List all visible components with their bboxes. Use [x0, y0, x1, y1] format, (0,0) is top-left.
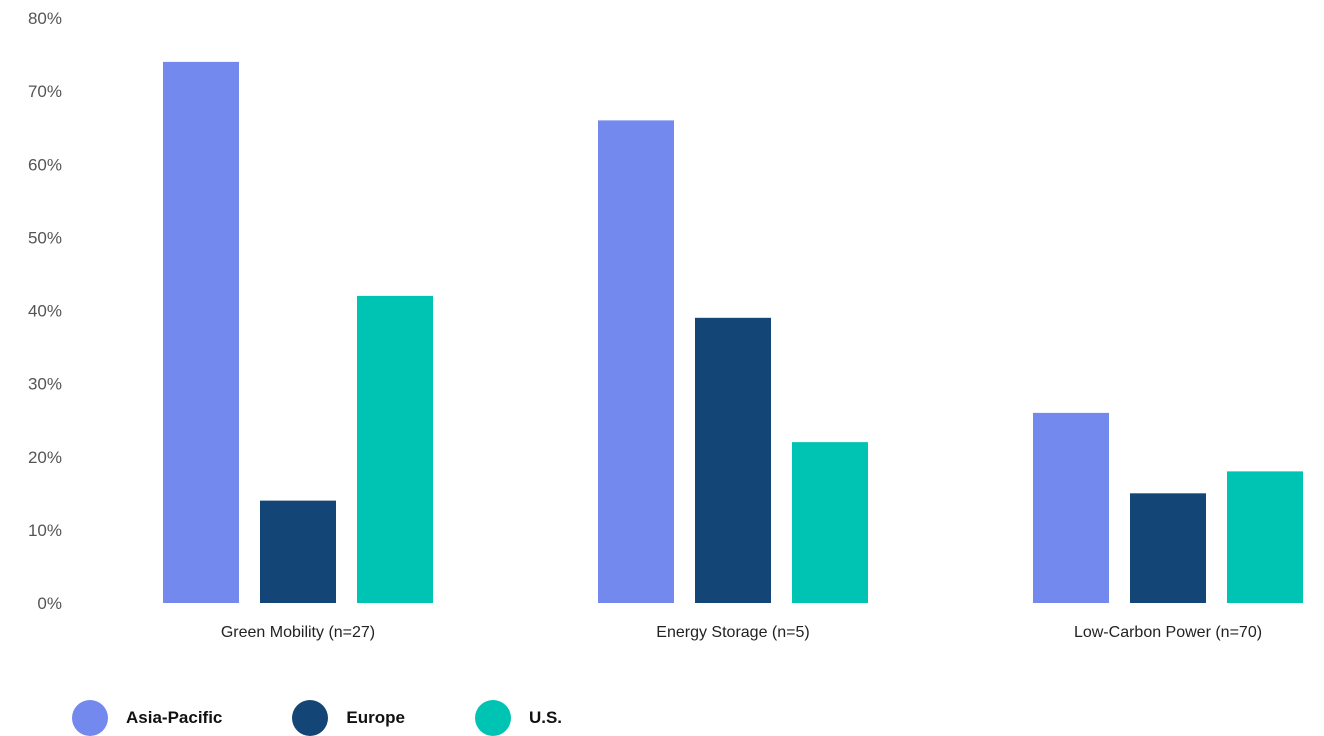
bar-europe-1 [260, 500, 336, 603]
legend-swatch-us [474, 700, 511, 736]
y-tick-label: 50% [28, 228, 62, 247]
legend-swatch-asia-pacific [72, 700, 108, 736]
legend-label: Europe [346, 708, 405, 727]
bars [163, 61, 1303, 603]
bar-u-s-3 [1227, 471, 1303, 603]
y-tick-label: 60% [28, 155, 62, 174]
bar-asia-pacific-3 [1033, 412, 1109, 603]
bar-u-s-1 [357, 295, 433, 603]
y-tick-label: 70% [28, 82, 62, 101]
x-axis: Green Mobility (n=27) Energy Storage (n=5… [221, 624, 1262, 641]
y-tick-label: 10% [28, 521, 62, 540]
y-tick-label: 80% [28, 9, 62, 28]
y-axis: 0% 10% 20% 30% 40% 50% 60% 70% 80% [28, 9, 62, 613]
x-tick-label: Green Mobility (n=27) [221, 624, 375, 641]
legend: Asia-Pacific Europe U.S. [72, 700, 622, 736]
x-tick-label: Low-Carbon Power (n=70) [1074, 624, 1262, 641]
legend-label: Asia-Pacific [126, 708, 223, 727]
x-tick-label: Energy Storage (n=5) [656, 624, 809, 641]
bar-u-s-2 [792, 442, 868, 603]
bar-asia-pacific-2 [598, 120, 674, 603]
y-tick-label: 20% [28, 448, 62, 467]
legend-swatch-europe [292, 700, 329, 736]
bar-chart: 0% 10% 20% 30% 40% 50% 60% 70% 80% Green Mobilit… [28, 9, 1303, 641]
legend-item-asia-pacific: Asia-Pacific [72, 700, 222, 736]
bar-europe-2 [695, 317, 771, 603]
legend-item-us: U.S. [474, 700, 563, 736]
legend-label: U.S. [528, 708, 563, 727]
bar-asia-pacific-1 [163, 61, 239, 603]
y-tick-label: 0% [37, 594, 62, 613]
y-tick-label: 40% [28, 302, 62, 321]
bar-europe-3 [1130, 493, 1206, 603]
legend-item-europe: Europe [292, 700, 405, 736]
y-tick-label: 30% [28, 375, 62, 394]
